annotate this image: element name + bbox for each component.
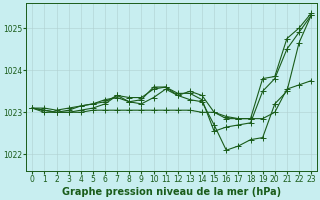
X-axis label: Graphe pression niveau de la mer (hPa): Graphe pression niveau de la mer (hPa) [62, 187, 281, 197]
